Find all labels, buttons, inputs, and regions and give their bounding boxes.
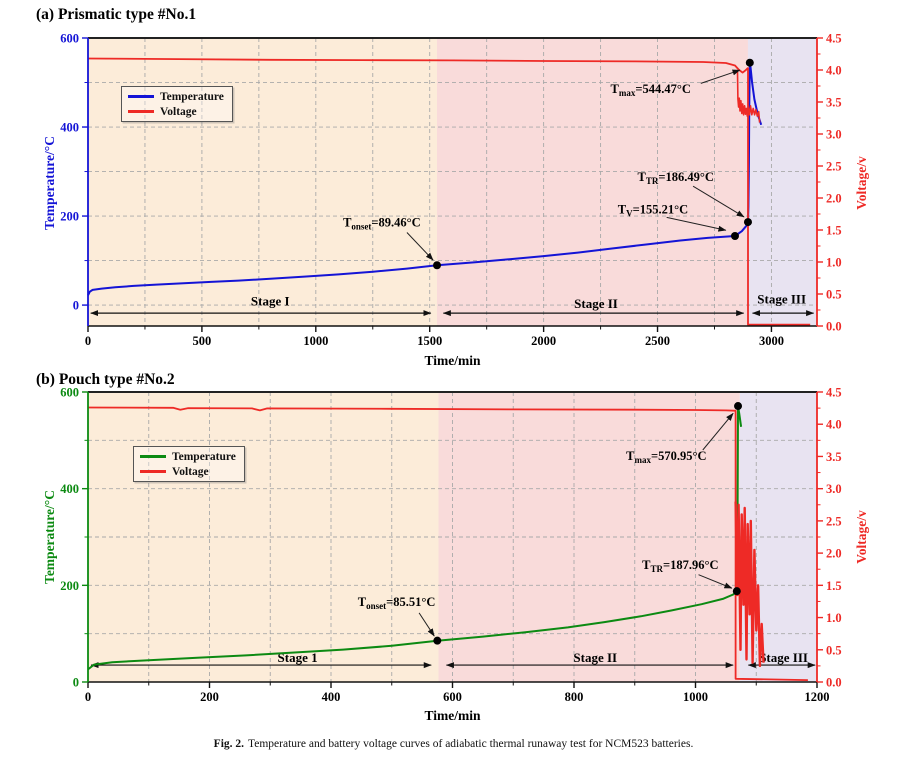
svg-text:200: 200 — [60, 210, 79, 224]
svg-text:2.0: 2.0 — [826, 192, 842, 206]
svg-text:Stage III: Stage III — [759, 650, 808, 665]
series-voltage — [87, 406, 808, 681]
svg-text:4.0: 4.0 — [826, 418, 842, 432]
chart-b-left-axis-label: Temperature/°C — [42, 490, 57, 584]
svg-text:1.0: 1.0 — [826, 611, 842, 625]
caption-text: Temperature and battery voltage curves o… — [248, 738, 694, 750]
svg-text:TV=155.21°C: TV=155.21°C — [618, 202, 688, 218]
series-voltage — [87, 57, 811, 326]
svg-text:800: 800 — [565, 690, 584, 704]
svg-text:1.5: 1.5 — [826, 579, 842, 593]
gridlines — [88, 38, 817, 326]
marker-dots — [433, 402, 743, 645]
temperature-line-swatch — [140, 455, 166, 458]
svg-text:3000: 3000 — [759, 334, 784, 348]
figure-caption: Fig. 2. Temperature and battery voltage c… — [0, 738, 907, 750]
chart-b-title: (b) Pouch type #No.2 — [36, 371, 175, 388]
chart-a-x-axis-label: Time/min — [424, 353, 481, 368]
svg-text:Tmax=544.47°C: Tmax=544.47°C — [611, 82, 691, 98]
chart-b-x-axis-label: Time/min — [424, 708, 481, 723]
temperature-line-swatch — [128, 95, 154, 98]
svg-text:2000: 2000 — [531, 334, 556, 348]
svg-text:Stage III: Stage III — [757, 292, 806, 307]
stage-backgrounds — [88, 38, 817, 326]
svg-text:2.0: 2.0 — [826, 547, 842, 561]
legend-item-voltage: Voltage — [140, 464, 236, 479]
svg-text:0.0: 0.0 — [826, 676, 842, 690]
svg-text:400: 400 — [60, 482, 79, 496]
voltage-line-swatch — [128, 110, 154, 113]
svg-text:600: 600 — [60, 386, 79, 400]
chart-a-legend: Temperature Voltage — [121, 86, 233, 122]
svg-text:Stage II: Stage II — [573, 650, 617, 665]
svg-text:2.5: 2.5 — [826, 160, 842, 174]
svg-text:2.5: 2.5 — [826, 514, 842, 528]
caption-figure-number: Fig. 2. — [213, 738, 245, 750]
chart-a-title: (a) Prismatic type #No.1 — [36, 6, 197, 23]
axis-ticks: 0 500 1000 1500 2000 2500 3000 0 200 400 600 0.0 0.5… — [60, 32, 841, 349]
svg-text:4.0: 4.0 — [826, 64, 842, 78]
svg-text:0: 0 — [85, 334, 91, 348]
svg-text:0: 0 — [73, 676, 79, 690]
legend-item-label: Temperature — [172, 450, 236, 463]
svg-text:1500: 1500 — [417, 334, 442, 348]
chart-a-left-axis-label: Temperature/°C — [42, 136, 57, 230]
legend-item-label: Voltage — [160, 105, 197, 118]
stage-annotations: Stage 1 Stage II Stage III — [90, 650, 816, 669]
svg-text:2500: 2500 — [645, 334, 670, 348]
voltage-line-swatch — [140, 470, 166, 473]
svg-text:200: 200 — [200, 690, 219, 704]
svg-text:500: 500 — [193, 334, 212, 348]
svg-text:Stage II: Stage II — [574, 296, 618, 311]
svg-text:0.5: 0.5 — [826, 288, 842, 302]
legend-item-voltage: Voltage — [128, 104, 224, 119]
svg-text:1.0: 1.0 — [826, 256, 842, 270]
svg-text:600: 600 — [443, 690, 462, 704]
svg-text:Tmax=570.95°C: Tmax=570.95°C — [626, 449, 706, 465]
svg-text:1200: 1200 — [805, 690, 830, 704]
svg-text:3.5: 3.5 — [826, 450, 842, 464]
series-temperature — [87, 61, 763, 296]
svg-text:TTR=187.96°C: TTR=187.96°C — [642, 558, 718, 574]
legend-item-temperature: Temperature — [128, 89, 224, 104]
marker-dots — [433, 58, 754, 270]
chart-b-right-axis-label: Voltage/v — [854, 510, 869, 564]
svg-text:0: 0 — [85, 690, 91, 704]
stage-annotations: Stage I Stage II Stage III — [90, 292, 815, 317]
svg-text:1.5: 1.5 — [826, 224, 842, 238]
chart-b-legend: Temperature Voltage — [133, 446, 245, 482]
legend-item-label: Temperature — [160, 90, 224, 103]
svg-text:600: 600 — [60, 32, 79, 46]
svg-text:1000: 1000 — [303, 334, 328, 348]
axis-ticks: 0 200 400 600 800 1000 1200 0 200 400 600 0.0 0.5 1.0… — [60, 386, 841, 705]
svg-text:400: 400 — [322, 690, 341, 704]
svg-text:200: 200 — [60, 579, 79, 593]
svg-text:Tonset=89.46°C: Tonset=89.46°C — [343, 215, 421, 231]
svg-text:3.5: 3.5 — [826, 96, 842, 110]
svg-text:TTR=186.49°C: TTR=186.49°C — [638, 170, 714, 186]
svg-text:4.5: 4.5 — [826, 386, 842, 400]
chart-a: Stage I Stage II Stage III Tmax=544.47°C TTR… — [60, 32, 841, 349]
chart-b: Stage 1 Stage II Stage IIITmax=570.95°CTTR… — [60, 386, 841, 705]
svg-text:3.0: 3.0 — [826, 128, 842, 142]
svg-text:400: 400 — [60, 121, 79, 135]
value-annotations: Tmax=544.47°C TTR=186.49°C TV=155.21°C Tons… — [343, 69, 745, 261]
svg-text:1000: 1000 — [683, 690, 708, 704]
svg-text:4.5: 4.5 — [826, 32, 842, 46]
svg-text:3.0: 3.0 — [826, 482, 842, 496]
svg-text:Tonset=85.51°C: Tonset=85.51°C — [358, 595, 436, 611]
chart-a-right-axis-label: Voltage/v — [854, 156, 869, 210]
legend-item-temperature: Temperature — [140, 449, 236, 464]
series-voltage-noise — [734, 501, 765, 668]
value-annotations: Tmax=570.95°C TTR=187.96°C Tonset=85.51°C — [358, 412, 734, 637]
svg-text:Stage I: Stage I — [251, 294, 290, 309]
legend-item-label: Voltage — [172, 465, 209, 478]
series-voltage-noise — [736, 71, 761, 123]
svg-text:0.5: 0.5 — [826, 643, 842, 657]
svg-text:0.0: 0.0 — [826, 320, 842, 334]
svg-text:0: 0 — [73, 299, 79, 313]
